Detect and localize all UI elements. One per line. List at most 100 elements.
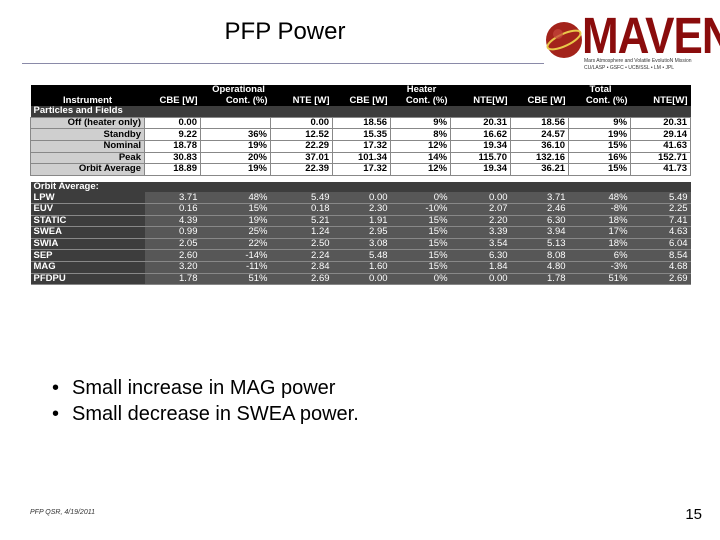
table-cell: 5.49 (270, 192, 333, 204)
table-row: SWIA 2.05 22% 2.50 3.08 15% 3.54 5.13 18% 6.04 (30, 238, 691, 251)
table-row: EUV 0.16 15% 0.18 2.30 -10% 2.07 2.46 -8% 2.25 (30, 203, 691, 216)
table-cell: 4.39 (144, 215, 201, 228)
table-cell: 19.34 (450, 163, 512, 176)
table-cell: 2.84 (270, 261, 333, 274)
table-cell: 2.30 (332, 203, 391, 216)
table-cell: -11% (200, 261, 271, 274)
table-cell: 5.21 (270, 215, 333, 228)
table-cell: 20% (200, 151, 271, 165)
table-cell: 0% (390, 273, 451, 286)
col-header-instrument: Instrument (30, 95, 145, 107)
group-header-empty (31, 85, 145, 96)
mars-planet-icon (546, 22, 582, 58)
table-cell: 51% (568, 273, 631, 286)
logo-subtitle-line1: Mars Atmosphere and Volatile EvolutioN M… (584, 58, 692, 64)
table-cell: 19% (568, 128, 632, 141)
table-row: MAG 3.20 -11% 2.84 1.60 15% 1.84 4.80 -3% 4.68 (30, 261, 691, 274)
table-cell: 20.31 (450, 116, 512, 130)
table-cell: 7.41 (630, 215, 691, 228)
table-cell: 18% (568, 215, 631, 228)
table-cell: 29.14 (630, 128, 692, 141)
table-cell: 3.94 (510, 226, 569, 239)
table-cell: 1.91 (332, 215, 391, 228)
table-cell: 2.07 (450, 203, 511, 216)
table-row: SEP 2.60 -14% 2.24 5.48 15% 6.30 8.08 6% 8.54 (30, 249, 691, 262)
table-cell: 48% (568, 192, 631, 204)
table-cell: 1.84 (450, 261, 511, 274)
table-cell: 2.69 (270, 273, 333, 286)
title-underline (22, 63, 544, 64)
table-cell: 17.32 (332, 163, 392, 176)
table-row: Peak 30.83 20% 37.01 101.34 14% 115.70 132.16 16… (30, 151, 692, 165)
group-header-total: Total (589, 85, 612, 96)
table-cell: 2.50 (270, 238, 333, 251)
logo-subtitle: Mars Atmosphere and Volatile EvolutioN M… (584, 58, 712, 72)
table-cell: 18.56 (332, 116, 392, 130)
table-cell: 18.89 (144, 163, 201, 176)
col-header-ht-nte: NTE[W] (450, 95, 511, 107)
table-cell: 20.31 (630, 116, 692, 130)
table-cell: 9% (568, 116, 632, 130)
table-cell: 25% (200, 226, 271, 239)
row-label: Orbit Average (30, 163, 145, 176)
table-cell: 4.68 (630, 261, 691, 274)
table-cell: 3.71 (510, 192, 569, 204)
bullet-item: • Small decrease in SWEA power. (52, 401, 359, 427)
table-cell: 0.00 (450, 273, 511, 286)
table-cell: 101.34 (332, 151, 392, 165)
table-cell: 8.54 (630, 249, 691, 262)
table-cell: 48% (200, 192, 271, 204)
table-cell: -3% (568, 261, 631, 274)
table-cell: 18% (568, 238, 631, 251)
section-label-particles-fields: Particles and Fields (30, 106, 145, 118)
orbit-average-rows: LPW 3.71 48% 5.49 0.00 0% 0.00 3.71 48% 5.49 EUV 0.… (30, 192, 691, 286)
table-cell: 22.39 (269, 163, 334, 176)
table-cell: 16% (568, 151, 632, 165)
row-label: EUV (30, 203, 145, 216)
table-row: SWEA 0.99 25% 1.24 2.95 15% 3.39 3.94 17% 4.63 (30, 226, 691, 239)
table-cell: 2.24 (270, 249, 333, 262)
table-cell: 1.60 (332, 261, 391, 274)
logo-wordmark: MAVEN (582, 8, 720, 65)
table-cell: 8.08 (510, 249, 569, 262)
row-label: Nominal (30, 139, 145, 153)
row-label: Standby (30, 128, 145, 141)
table-cell: 132.16 (510, 151, 570, 165)
footer-text: PFP QSR, 4/19/2011 (30, 509, 95, 516)
table-cell: 3.54 (450, 238, 511, 251)
table-cell: 15% (200, 203, 271, 216)
table-cell: 14% (390, 151, 452, 165)
logo-subtitle-line2: CU/LASP • GSFC • UCB/SSL • LM • JPL (584, 65, 675, 71)
table-cell: -10% (390, 203, 451, 216)
col-header-op-cbe: CBE [W] (144, 95, 201, 107)
row-label: MAG (30, 261, 145, 274)
table-cell: 37.01 (269, 151, 334, 165)
table-cell: 3.08 (332, 238, 391, 251)
table-cell: 0.00 (332, 273, 391, 286)
bullet-item: • Small increase in MAG power (52, 375, 359, 401)
section-header-orbit-average: Orbit Average: (30, 181, 691, 193)
table-cell: 15% (390, 249, 451, 262)
bullet-list: • Small increase in MAG power • Small decr… (52, 375, 359, 427)
row-label: STATIC (30, 215, 145, 228)
table-spacer (30, 175, 691, 182)
table-cell: 8% (390, 128, 452, 141)
col-header-ht-cbe: CBE [W] (332, 95, 391, 107)
table-cell: 6.04 (630, 238, 691, 251)
table-cell: 19% (200, 215, 271, 228)
table-cell: 6% (568, 249, 631, 262)
table-cell: 0.00 (144, 116, 201, 130)
row-label: SEP (30, 249, 145, 262)
table-cell: 3.39 (450, 226, 511, 239)
row-label: PFDPU (30, 273, 145, 286)
table-cell: 5.13 (510, 238, 569, 251)
col-header-tot-cont: Cont. (%) (568, 95, 631, 107)
group-header-row: Operational Heater Total (30, 85, 691, 96)
table-row: Orbit Average 18.89 19% 22.39 17.32 12% 19.34 3… (30, 163, 692, 176)
table-cell: 9% (390, 116, 452, 130)
table-cell: 22% (200, 238, 271, 251)
section-label-orbit-average: Orbit Average: (30, 181, 145, 193)
table-cell: 22.29 (269, 139, 334, 153)
table-cell: 30.83 (144, 151, 201, 165)
table-cell: 0% (390, 192, 451, 204)
